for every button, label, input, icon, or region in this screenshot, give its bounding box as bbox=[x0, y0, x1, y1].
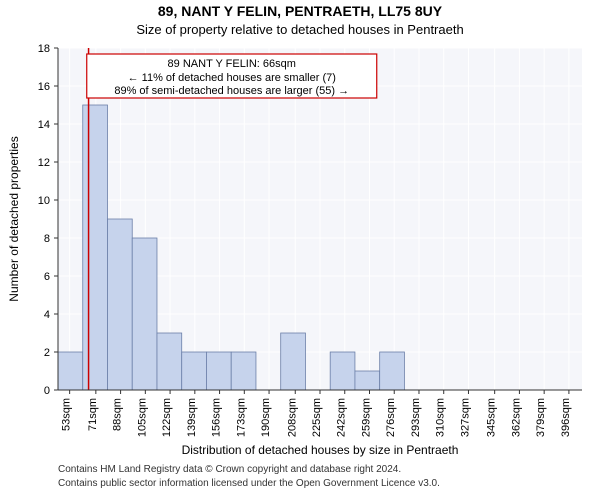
histogram-bar bbox=[58, 352, 83, 390]
y-tick-label: 8 bbox=[44, 233, 50, 245]
x-tick-label: 362sqm bbox=[510, 398, 522, 437]
y-tick-label: 14 bbox=[38, 119, 50, 131]
annotation-line: ← 11% of detached houses are smaller (7) bbox=[128, 72, 336, 84]
x-tick-label: 379sqm bbox=[535, 398, 547, 437]
x-tick-label: 105sqm bbox=[136, 398, 148, 437]
footer-line: Contains HM Land Registry data © Crown c… bbox=[58, 464, 401, 475]
annotation-line: 89% of semi-detached houses are larger (… bbox=[114, 85, 349, 97]
y-tick-label: 0 bbox=[44, 385, 50, 397]
x-tick-label: 156sqm bbox=[211, 398, 223, 437]
histogram-bar bbox=[107, 219, 132, 390]
x-tick-label: 88sqm bbox=[112, 398, 124, 431]
y-tick-label: 2 bbox=[44, 347, 50, 359]
histogram-bar bbox=[231, 352, 256, 390]
x-tick-label: 71sqm bbox=[87, 398, 99, 431]
histogram-bar bbox=[182, 352, 207, 390]
histogram-bar bbox=[206, 352, 231, 390]
histogram-bar bbox=[132, 238, 157, 390]
chart-title: 89, NANT Y FELIN, PENTRAETH, LL75 8UY bbox=[158, 3, 443, 19]
x-tick-label: 173sqm bbox=[235, 398, 247, 437]
histogram-bar bbox=[157, 333, 182, 390]
annotation-line: 89 NANT Y FELIN: 66sqm bbox=[168, 58, 296, 70]
x-tick-label: 396sqm bbox=[560, 398, 572, 437]
y-tick-label: 18 bbox=[38, 43, 50, 55]
x-tick-label: 122sqm bbox=[161, 398, 173, 437]
x-tick-label: 190sqm bbox=[260, 398, 272, 437]
footer-line: Contains public sector information licen… bbox=[58, 478, 440, 489]
histogram-bar bbox=[355, 371, 380, 390]
x-tick-label: 327sqm bbox=[459, 398, 471, 437]
y-tick-label: 16 bbox=[38, 81, 50, 93]
y-tick-label: 6 bbox=[44, 271, 50, 283]
histogram-bar bbox=[83, 105, 108, 390]
x-tick-label: 242sqm bbox=[336, 398, 348, 437]
y-tick-label: 10 bbox=[38, 195, 50, 207]
x-tick-label: 225sqm bbox=[311, 398, 323, 437]
x-tick-label: 276sqm bbox=[385, 398, 397, 437]
chart-container: 0 2 4 6 8 10 12 14 16 18 53sqm 71sqm 88sqm 105sqm 122s… bbox=[0, 0, 600, 500]
y-tick-label: 12 bbox=[38, 157, 50, 169]
x-tick-label: 53sqm bbox=[61, 398, 73, 431]
x-axis-label: Distribution of detached houses by size … bbox=[182, 443, 459, 457]
x-tick-label: 310sqm bbox=[435, 398, 447, 437]
x-tick-label: 259sqm bbox=[360, 398, 372, 437]
x-tick-label: 208sqm bbox=[286, 398, 298, 437]
histogram-bar bbox=[380, 352, 405, 390]
x-tick-label: 293sqm bbox=[410, 398, 422, 437]
chart-subtitle: Size of property relative to detached ho… bbox=[136, 22, 463, 37]
histogram-bar bbox=[330, 352, 355, 390]
chart-svg: 0 2 4 6 8 10 12 14 16 18 53sqm 71sqm 88sqm 105sqm 122s… bbox=[0, 0, 600, 500]
x-tick-label: 139sqm bbox=[186, 398, 198, 437]
histogram-bar bbox=[281, 333, 306, 390]
y-axis-label: Number of detached properties bbox=[7, 136, 21, 301]
x-tick-label: 345sqm bbox=[486, 398, 498, 437]
y-tick-label: 4 bbox=[44, 309, 50, 321]
